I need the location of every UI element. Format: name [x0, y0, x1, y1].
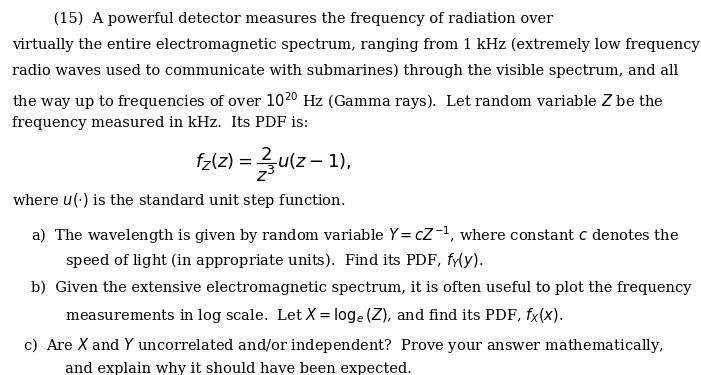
- Text: the way up to frequencies of over $10^{20}$ Hz (Gamma rays).  Let random variabl: the way up to frequencies of over $10^{2…: [12, 90, 664, 112]
- Text: virtually the entire electromagnetic spectrum, ranging from 1 kHz (extremely low: virtually the entire electromagnetic spe…: [12, 38, 700, 52]
- Text: speed of light (in appropriate units).  Find its PDF, $f_Y(y)$.: speed of light (in appropriate units). F…: [42, 251, 484, 270]
- Text: a)  The wavelength is given by random variable $Y = cZ^{-1}$, where constant $c$: a) The wavelength is given by random var…: [32, 225, 679, 246]
- Text: c)  Are $X$ and $Y$ uncorrelated and/or independent?  Prove your answer mathemat: c) Are $X$ and $Y$ uncorrelated and/or i…: [23, 336, 664, 355]
- Text: where $u(\cdot)$ is the standard unit step function.: where $u(\cdot)$ is the standard unit st…: [12, 191, 346, 210]
- Text: radio waves used to communicate with submarines) through the visible spectrum, a: radio waves used to communicate with sub…: [12, 64, 679, 78]
- Text: (15)  A powerful detector measures the frequency of radiation over: (15) A powerful detector measures the fr…: [12, 12, 553, 26]
- Text: measurements in log scale.  Let $X = \log_e(Z)$, and find its PDF, $f_X(x)$.: measurements in log scale. Let $X = \log…: [42, 306, 564, 325]
- Text: $f_Z(z) = \dfrac{2}{z^3}u(z-1),$: $f_Z(z) = \dfrac{2}{z^3}u(z-1),$: [195, 146, 351, 184]
- Text: b)  Given the extensive electromagnetic spectrum, it is often useful to plot the: b) Given the extensive electromagnetic s…: [32, 280, 692, 295]
- Text: frequency measured in kHz.  Its PDF is:: frequency measured in kHz. Its PDF is:: [12, 116, 308, 130]
- Text: and explain why it should have been expected.: and explain why it should have been expe…: [42, 362, 412, 375]
